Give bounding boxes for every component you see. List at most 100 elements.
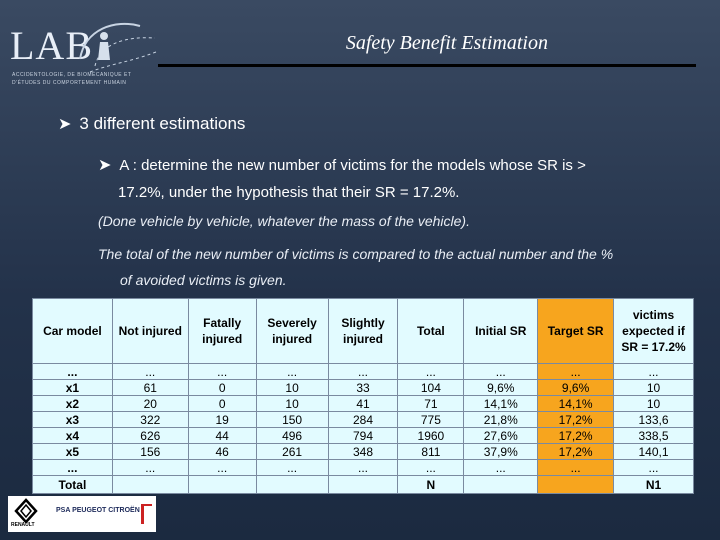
bullet-level2-line1: A : determine the new number of victims …	[119, 157, 586, 174]
table-cell: ...	[187, 363, 257, 380]
logo-subtitle-line1: ACCIDENTOLOGIE, DE BIOMÉCANIQUE ET	[12, 72, 132, 78]
table-cell: 71	[397, 395, 465, 412]
table-cell: ...	[327, 459, 399, 476]
table-cell: 9,6%	[463, 379, 539, 396]
page-title: Safety Benefit Estimation	[345, 32, 548, 54]
table-cell: 21,8%	[463, 411, 539, 428]
table-cell	[463, 475, 539, 494]
note-total-line2: of avoided victims is given.	[120, 272, 287, 288]
table-cell: ...	[463, 459, 539, 476]
table-row: x5 156 46 261 348 811 37,9% 17,2% 140,1	[32, 443, 694, 460]
psa-mark-icon	[141, 504, 152, 524]
table-cell: 794	[327, 427, 399, 444]
car-model-cell: x5	[32, 443, 113, 460]
table-cell: 61	[111, 379, 189, 396]
header-severely-injured: Severely injured	[255, 298, 329, 364]
table-cell: ...	[255, 459, 329, 476]
table-cell: 0	[187, 395, 257, 412]
header-slightly-injured: Slightly injured	[327, 298, 399, 364]
table-cell: 10	[255, 395, 329, 412]
victims-table: Car model Not injured Fatally injured Se…	[32, 298, 694, 494]
table-cell: 44	[187, 427, 257, 444]
table-cell: ...	[397, 363, 465, 380]
note-total: The total of the new number of victims i…	[98, 241, 698, 293]
table-total-row: Total N N1	[32, 475, 694, 494]
logo-text: LAB	[10, 23, 93, 68]
header-target-sr: Target SR	[537, 298, 615, 364]
table-cell: 626	[111, 427, 189, 444]
header-not-injured: Not injured	[111, 298, 189, 364]
table-cell: 261	[255, 443, 329, 460]
table-cell: ...	[397, 459, 465, 476]
table-cell: ...	[255, 363, 329, 380]
table-cell: 284	[327, 411, 399, 428]
car-model-cell: x2	[32, 395, 113, 412]
table-row: x1 61 0 10 33 104 9,6% 9,6% 10	[32, 379, 694, 396]
table-cell: 9,6%	[537, 379, 615, 396]
car-model-cell: x1	[32, 379, 113, 396]
table-cell: ...	[187, 459, 257, 476]
table-cell: 104	[397, 379, 465, 396]
table-cell: 14,1%	[537, 395, 615, 412]
header-car-model: Car model	[32, 298, 113, 364]
table-cell: 1960	[397, 427, 465, 444]
table-cell: 150	[255, 411, 329, 428]
car-model-cell: x3	[32, 411, 113, 428]
psa-label: PSA PEUGEOT CITROËN	[56, 507, 140, 514]
header-victims-expected: victims expected if SR = 17.2%	[613, 298, 694, 364]
table-cell: ...	[111, 363, 189, 380]
bullet-level2: ➤ A : determine the new number of victims…	[98, 152, 698, 206]
table-cell: 27,6%	[463, 427, 539, 444]
table-cell: ...	[613, 363, 694, 380]
table-cell	[537, 475, 615, 494]
partner-logos: RENAULT PSA PEUGEOT CITROËN	[8, 496, 156, 532]
logo-subtitle-line2: D'ÉTUDES DU COMPORTEMENT HUMAIN	[12, 80, 127, 86]
table-row: ...........................	[32, 459, 694, 476]
table-row: x2 20 0 10 41 71 14,1% 14,1% 10	[32, 395, 694, 412]
table-cell: 10	[613, 379, 694, 396]
arrow-bullet-icon: ➤	[98, 157, 112, 174]
table-cell: ...	[537, 363, 615, 380]
table-cell: ...	[327, 363, 399, 380]
header-initial-sr: Initial SR	[463, 298, 539, 364]
renault-logo-icon	[14, 498, 38, 524]
title-divider	[158, 64, 696, 67]
total-n: N	[397, 475, 465, 494]
table-cell: 156	[111, 443, 189, 460]
table-cell	[111, 475, 189, 494]
table-cell	[327, 475, 399, 494]
total-label: Total	[32, 475, 113, 494]
table-cell: ...	[463, 363, 539, 380]
header-fatally-injured: Fatally injured	[187, 298, 257, 364]
car-model-cell: ...	[32, 363, 113, 380]
car-model-cell: x4	[32, 427, 113, 444]
bullet-level1-text: 3 different estimations	[79, 114, 246, 133]
table-cell: 17,2%	[537, 443, 615, 460]
car-model-cell: ...	[32, 459, 113, 476]
table-cell: 140,1	[613, 443, 694, 460]
table-cell: 0	[187, 379, 257, 396]
table-cell: 17,2%	[537, 427, 615, 444]
lab-logo: LAB ACCIDENTOLOGIE, DE BIOMÉCANIQUE ET D…	[10, 14, 160, 94]
table-cell: 775	[397, 411, 465, 428]
table-cell: 20	[111, 395, 189, 412]
table-cell: 322	[111, 411, 189, 428]
table-cell: 10	[613, 395, 694, 412]
table-cell	[187, 475, 257, 494]
table-cell: ...	[111, 459, 189, 476]
header-total: Total	[397, 298, 465, 364]
table-row: x4 626 44 496 794 1960 27,6% 17,2% 338,5	[32, 427, 694, 444]
table-cell: 17,2%	[537, 411, 615, 428]
table-cell: 46	[187, 443, 257, 460]
renault-label: RENAULT	[11, 522, 35, 528]
arrow-bullet-icon: ➤	[58, 116, 72, 133]
table-cell: 133,6	[613, 411, 694, 428]
total-n1: N1	[613, 475, 694, 494]
table-cell: 33	[327, 379, 399, 396]
table-cell: 338,5	[613, 427, 694, 444]
table-cell: 496	[255, 427, 329, 444]
table-cell: 19	[187, 411, 257, 428]
table-header-row: Car model Not injured Fatally injured Se…	[32, 298, 694, 364]
note-total-line1: The total of the new number of victims i…	[98, 246, 614, 262]
table-cell: 811	[397, 443, 465, 460]
